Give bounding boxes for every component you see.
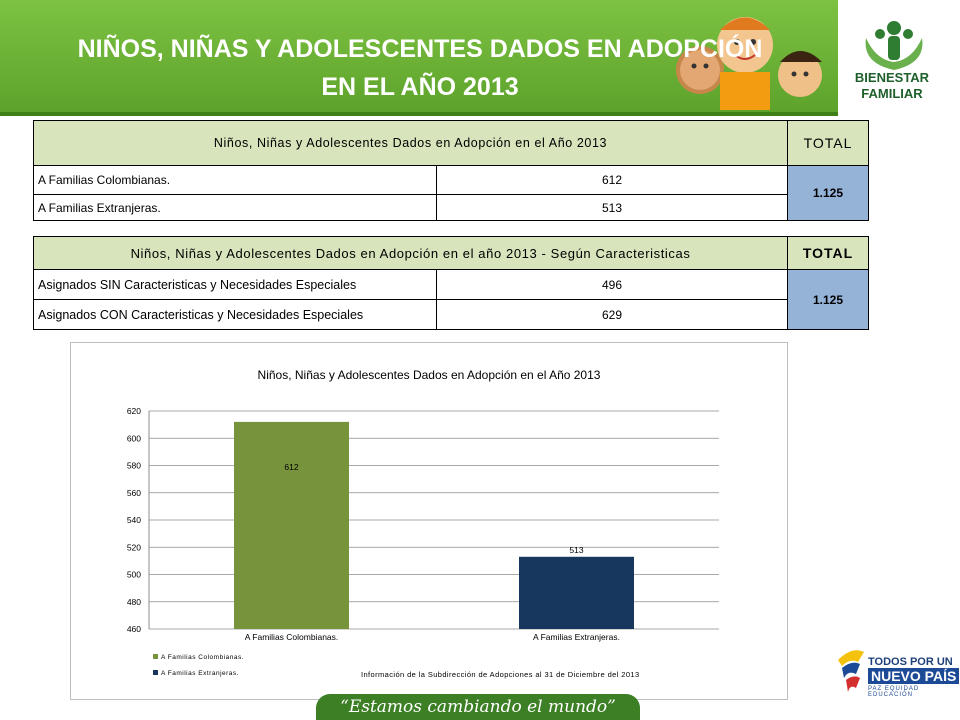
y-tick-label: 500 <box>127 570 141 580</box>
adoption-table-by-characteristics: Niños, Niñas y Adolescentes Dados en Ado… <box>33 236 869 330</box>
legend-label: A Familias Colombianas. <box>161 654 244 661</box>
y-tick-label: 540 <box>127 515 141 525</box>
children-illustration <box>676 17 822 110</box>
slogan: “Estamos cambiando el mundo” <box>316 694 640 720</box>
chart-footnote: Información de la Subdirección de Adopci… <box>361 670 640 679</box>
page-title: NIÑOS, NIÑAS Y ADOLESCENTES DADOS EN ADO… <box>77 35 763 101</box>
table2-row-value: 496 <box>436 269 788 300</box>
gov-slogan-line2: NUEVO PAÍS <box>868 668 960 684</box>
y-tick-label: 460 <box>127 624 141 634</box>
gov-slogan-line1: TODOS POR UN <box>868 656 953 668</box>
data-label: 513 <box>569 545 583 555</box>
bar <box>234 421 349 629</box>
y-tick-label: 620 <box>127 406 141 416</box>
x-tick-label: A Familias Extranjeras. <box>533 632 620 642</box>
table2-row-label: Asignados CON Caracteristicas y Necesida… <box>33 299 437 330</box>
data-label: 612 <box>284 462 298 472</box>
table1-row-label: A Familias Colombianas. <box>33 165 437 195</box>
y-tick-label: 580 <box>127 461 141 471</box>
bar-chart: Niños, Niñas y Adolescentes Dados en Ado… <box>127 368 719 679</box>
todos-por-un-nuevo-pais-logo <box>838 650 864 692</box>
header-underline <box>0 112 838 116</box>
table1-row-value: 612 <box>436 165 788 195</box>
table1-total-value: 1.125 <box>787 165 869 221</box>
table2-total-label: TOTAL <box>787 236 869 270</box>
bienestar-familiar-logo <box>865 21 923 70</box>
table2-total-value: 1.125 <box>787 269 869 330</box>
y-tick-label: 480 <box>127 597 141 607</box>
chart-container: Niños, Niñas y Adolescentes Dados en Ado… <box>70 342 788 700</box>
gov-slogan-line3: PAZ EQUIDAD EDUCACIÓN <box>868 686 920 698</box>
legend-swatch <box>153 670 158 675</box>
bar <box>519 556 634 629</box>
logo-text: BIENESTAR FAMILIAR <box>854 70 930 101</box>
table1-row-value: 513 <box>436 194 788 221</box>
legend-label: A Familias Extranjeras. <box>161 670 239 677</box>
table2-row-value: 629 <box>436 299 788 330</box>
chart-title: Niños, Niñas y Adolescentes Dados en Ado… <box>258 368 601 382</box>
y-tick-label: 600 <box>127 433 141 443</box>
legend-swatch <box>153 654 158 659</box>
table2-row-label: Asignados SIN Caracteristicas y Necesida… <box>33 269 437 300</box>
y-tick-label: 520 <box>127 542 141 552</box>
table1-header: Niños, Niñas y Adolescentes Dados en Ado… <box>33 120 788 166</box>
table1-row-label: A Familias Extranjeras. <box>33 194 437 221</box>
adoption-table-by-family: Niños, Niñas y Adolescentes Dados en Ado… <box>33 120 869 221</box>
table1-total-label: TOTAL <box>787 120 869 166</box>
table2-header: Niños, Niñas y Adolescentes Dados en Ado… <box>33 236 788 270</box>
x-tick-label: A Familias Colombianas. <box>245 632 339 642</box>
y-tick-label: 560 <box>127 488 141 498</box>
